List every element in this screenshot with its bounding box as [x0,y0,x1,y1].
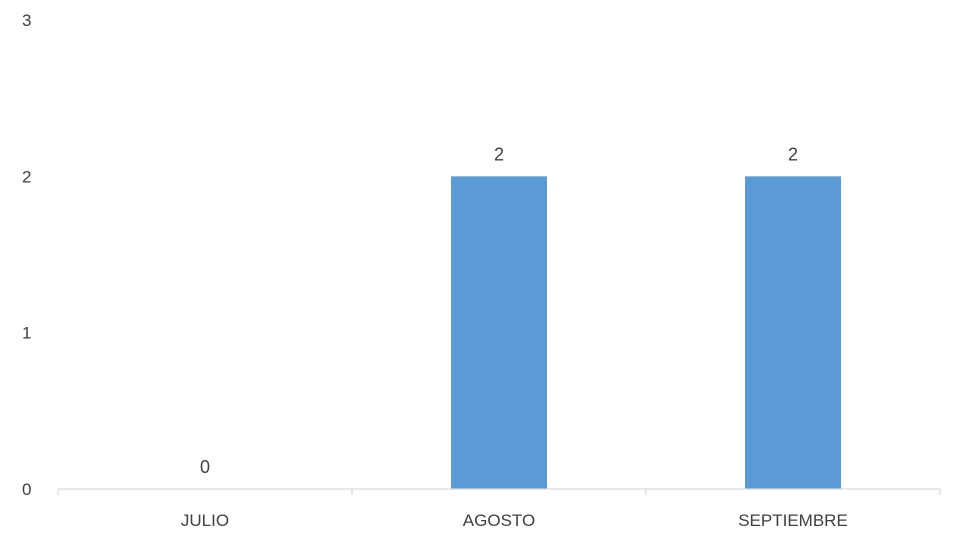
y-tick-label: 1 [22,324,31,343]
x-tick-label: SEPTIEMBRE [738,511,848,530]
data-label: 2 [494,144,504,164]
x-tick-label: JULIO [181,511,229,530]
y-tick-label: 3 [22,11,31,30]
x-axis [57,488,941,495]
data-label: 2 [788,144,798,164]
y-axis: 0 1 2 3 [22,11,31,499]
data-label: 0 [200,457,210,477]
y-tick-label: 2 [22,167,31,186]
y-tick-label: 0 [22,480,31,499]
data-labels: 0 2 2 [200,144,798,477]
bar-septiembre [745,176,841,490]
bar-series [451,176,841,490]
bar-agosto [451,176,547,490]
x-axis-labels: JULIO AGOSTO SEPTIEMBRE [181,511,848,530]
x-tick-label: AGOSTO [463,511,535,530]
